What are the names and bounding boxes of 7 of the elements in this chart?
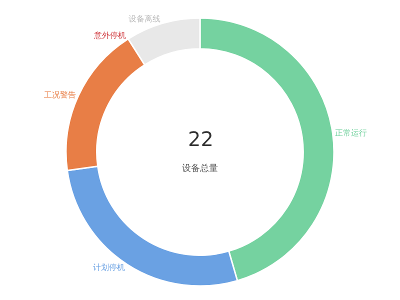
category-label: 意外停机: [94, 31, 126, 40]
text: 22: [188, 127, 214, 151]
slice-label: 设备离线: [128, 14, 160, 24]
slice-label: 工况警告: [44, 90, 76, 100]
slice-label: 计划停机: [92, 263, 125, 272]
text: 设备总量: [182, 163, 218, 174]
slice-label: 正常运行: [334, 128, 367, 138]
